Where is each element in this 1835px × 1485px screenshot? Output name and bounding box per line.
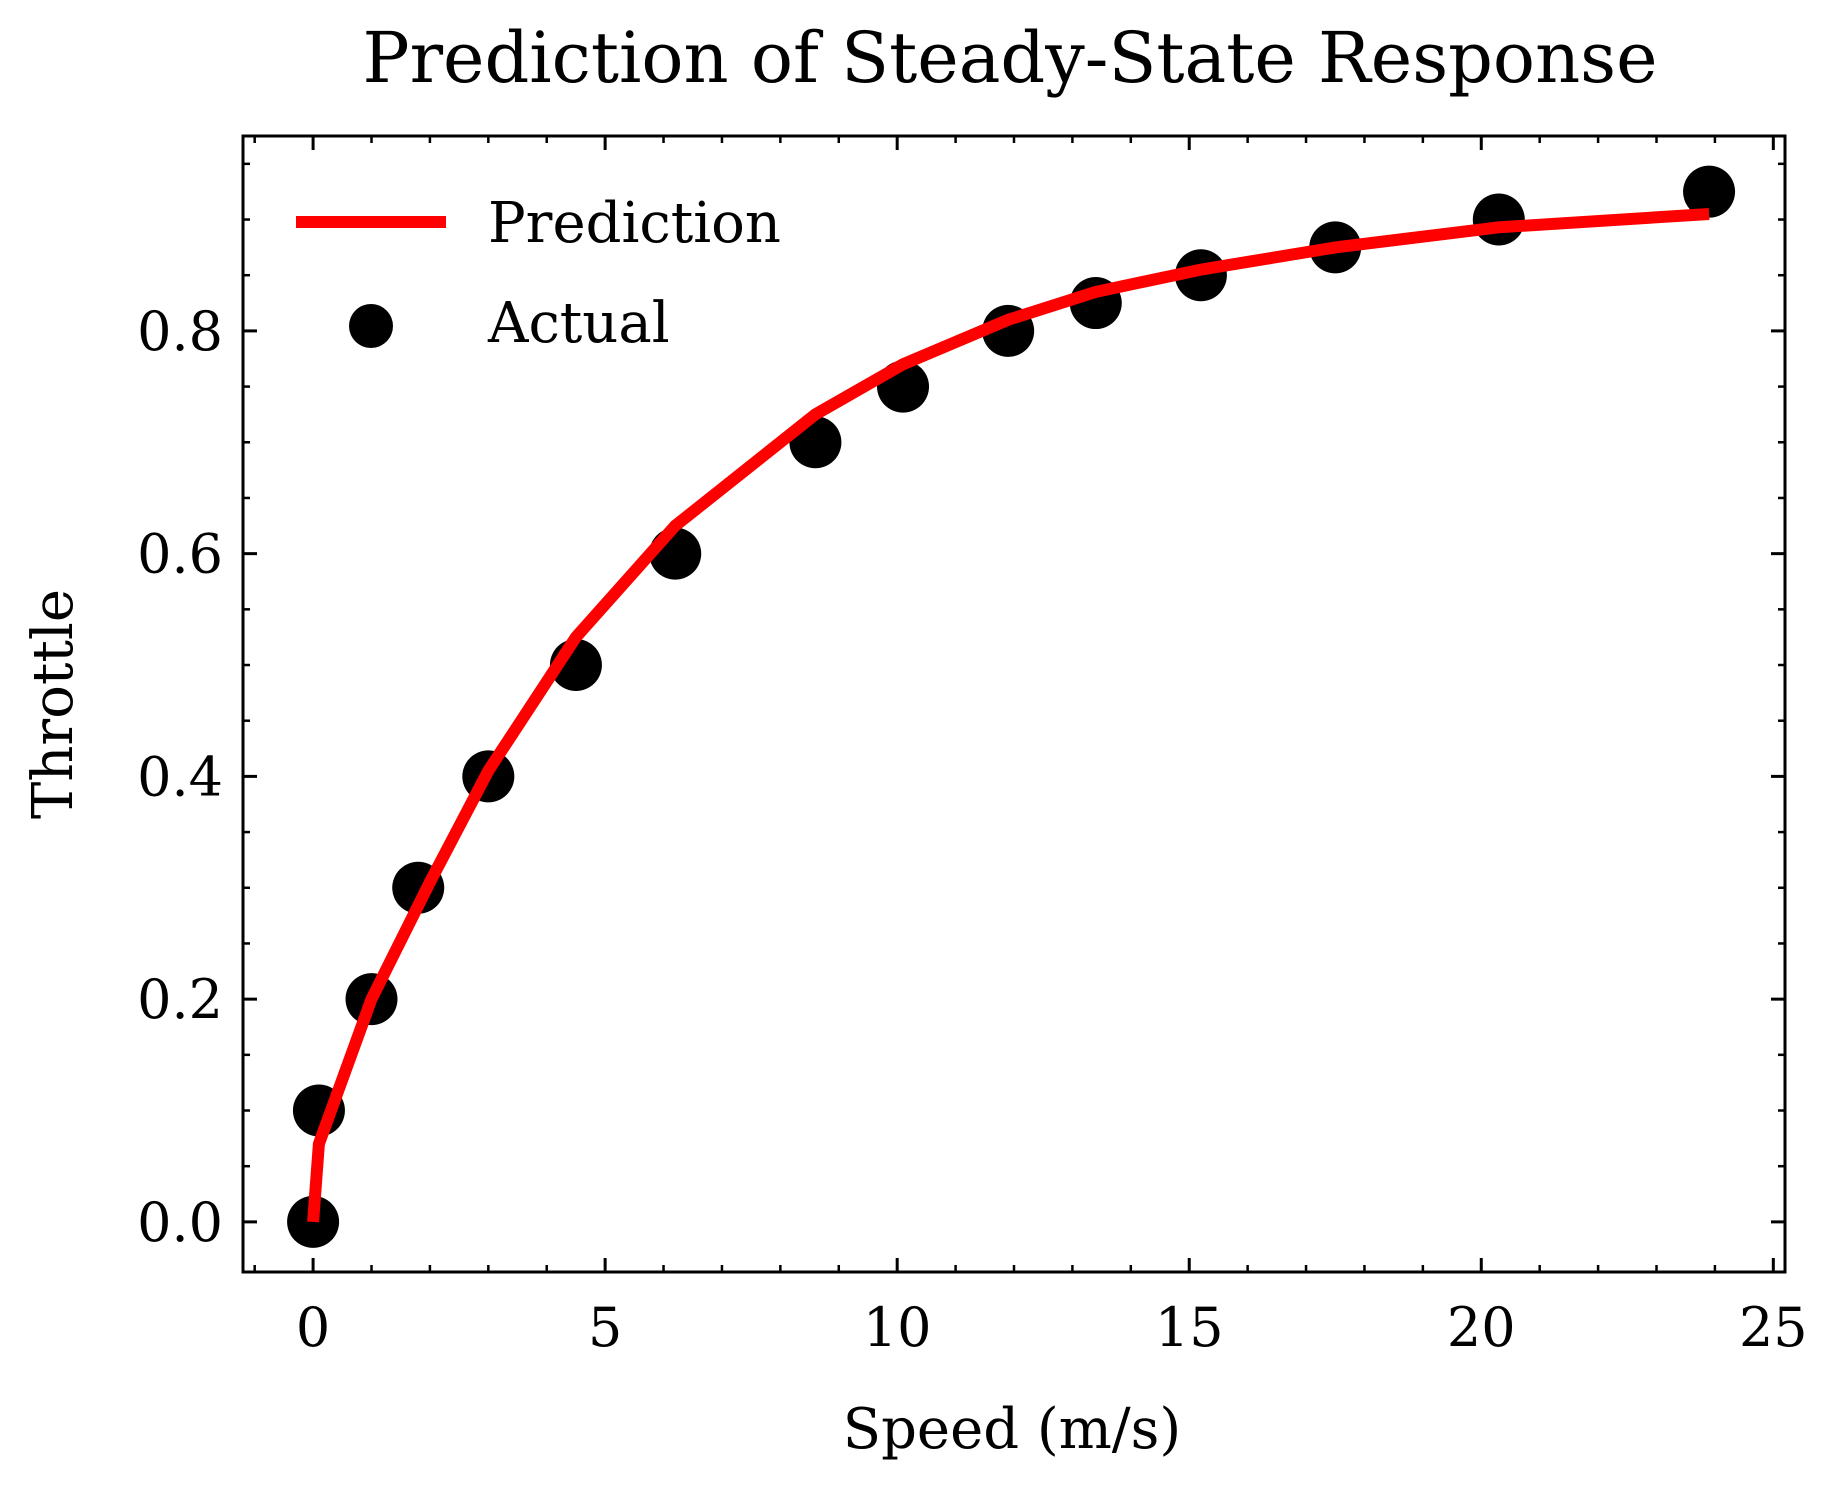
actual-point xyxy=(1683,165,1736,218)
y-tick-label: 0.8 xyxy=(137,300,223,363)
legend-actual-marker xyxy=(349,304,393,348)
x-tick-label: 15 xyxy=(1155,1296,1224,1359)
prediction-line xyxy=(307,208,1710,1223)
axis-tick-labels: 0 5 10 15 20 25 0.0 0.2 0.4 0.6 0.8 xyxy=(137,300,1808,1359)
y-tick-label: 0.6 xyxy=(137,523,223,586)
y-tick-label: 0.4 xyxy=(137,745,223,808)
legend-actual-label: Actual xyxy=(487,291,670,356)
plot-area xyxy=(287,165,1736,1248)
legend: Prediction Actual xyxy=(296,191,781,356)
x-tick-label: 25 xyxy=(1739,1296,1808,1359)
actual-point xyxy=(1472,193,1525,246)
axis-ticks xyxy=(243,136,1785,1272)
x-tick-label: 20 xyxy=(1447,1296,1516,1359)
chart-title: Prediction of Steady-State Response xyxy=(363,17,1658,99)
legend-prediction-label: Prediction xyxy=(488,191,781,256)
x-tick-label: 0 xyxy=(296,1296,330,1359)
y-tick-label: 0.2 xyxy=(137,968,223,1031)
y-axis-label: Throttle xyxy=(21,589,86,819)
x-tick-label: 10 xyxy=(863,1296,932,1359)
x-tick-label: 5 xyxy=(588,1296,622,1359)
x-axis-label: Speed (m/s) xyxy=(843,1397,1182,1462)
y-tick-label: 0.0 xyxy=(137,1191,223,1254)
